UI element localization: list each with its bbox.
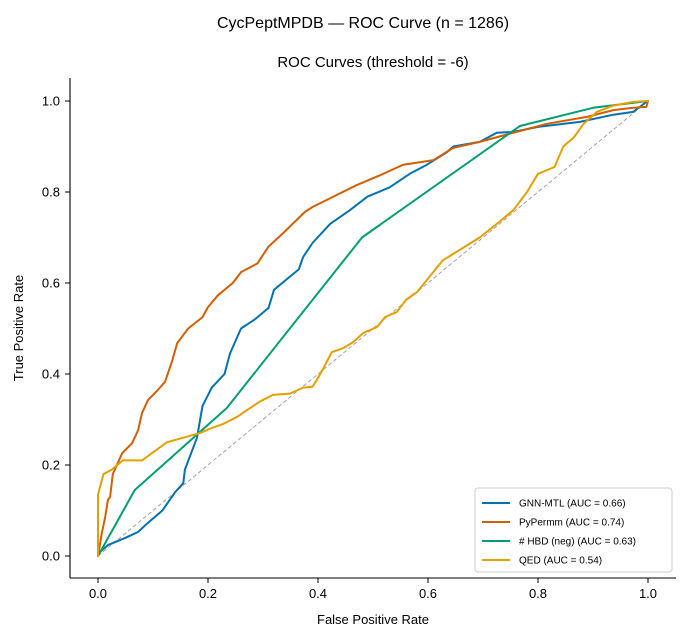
x-tick-label: 1.0 <box>639 586 657 601</box>
series-line-qed <box>97 100 649 557</box>
legend-item: PyPermm (AUC = 0.74) <box>482 518 624 529</box>
y-tick-label: 0.2 <box>42 458 60 473</box>
x-tick-label: 0.8 <box>529 586 547 601</box>
y-tick-label: 0.4 <box>42 367 60 382</box>
legend-label: GNN-MTL (AUC = 0.66) <box>519 499 626 510</box>
chance-diagonal-line <box>97 100 649 557</box>
legend: GNN-MTL (AUC = 0.66) PyPermm (AUC = 0.74)… <box>474 487 673 573</box>
plot-area <box>97 100 649 557</box>
x-tick-label: 0.2 <box>199 586 217 601</box>
x-axis-ticks: 0.0 0.2 0.4 0.6 0.8 1.0 <box>89 578 657 601</box>
y-axis-label: True Positive Rate <box>11 275 26 381</box>
chart-suptitle: CycPeptMPDB — ROC Curve (n = 1286) <box>217 15 509 32</box>
legend-item: GNN-MTL (AUC = 0.66) <box>482 499 626 510</box>
y-tick-label: 0.8 <box>42 185 60 200</box>
x-tick-label: 0.6 <box>419 586 437 601</box>
legend-item: QED (AUC = 0.54) <box>482 556 602 567</box>
y-tick-label: 1.0 <box>42 94 60 109</box>
y-tick-label: 0.6 <box>42 276 60 291</box>
legend-frame <box>474 487 673 573</box>
legend-item: # HBD (neg) (AUC = 0.63) <box>482 537 636 548</box>
series-line-hbd-neg <box>97 100 649 557</box>
legend-label: QED (AUC = 0.54) <box>519 556 602 567</box>
series-line-gnn-mtl <box>97 100 649 557</box>
chart-title: ROC Curves (threshold = -6) <box>277 54 468 71</box>
series-line-pypermm <box>97 100 649 557</box>
legend-label: PyPermm (AUC = 0.74) <box>519 518 624 529</box>
y-axis-ticks: 0.0 0.2 0.4 0.6 0.8 1.0 <box>42 94 70 564</box>
x-axis-label: False Positive Rate <box>317 612 429 627</box>
legend-label: # HBD (neg) (AUC = 0.63) <box>519 537 636 548</box>
x-tick-label: 0.4 <box>309 586 327 601</box>
y-tick-label: 0.0 <box>42 549 60 564</box>
x-tick-label: 0.0 <box>89 586 107 601</box>
series-layer <box>97 100 649 557</box>
